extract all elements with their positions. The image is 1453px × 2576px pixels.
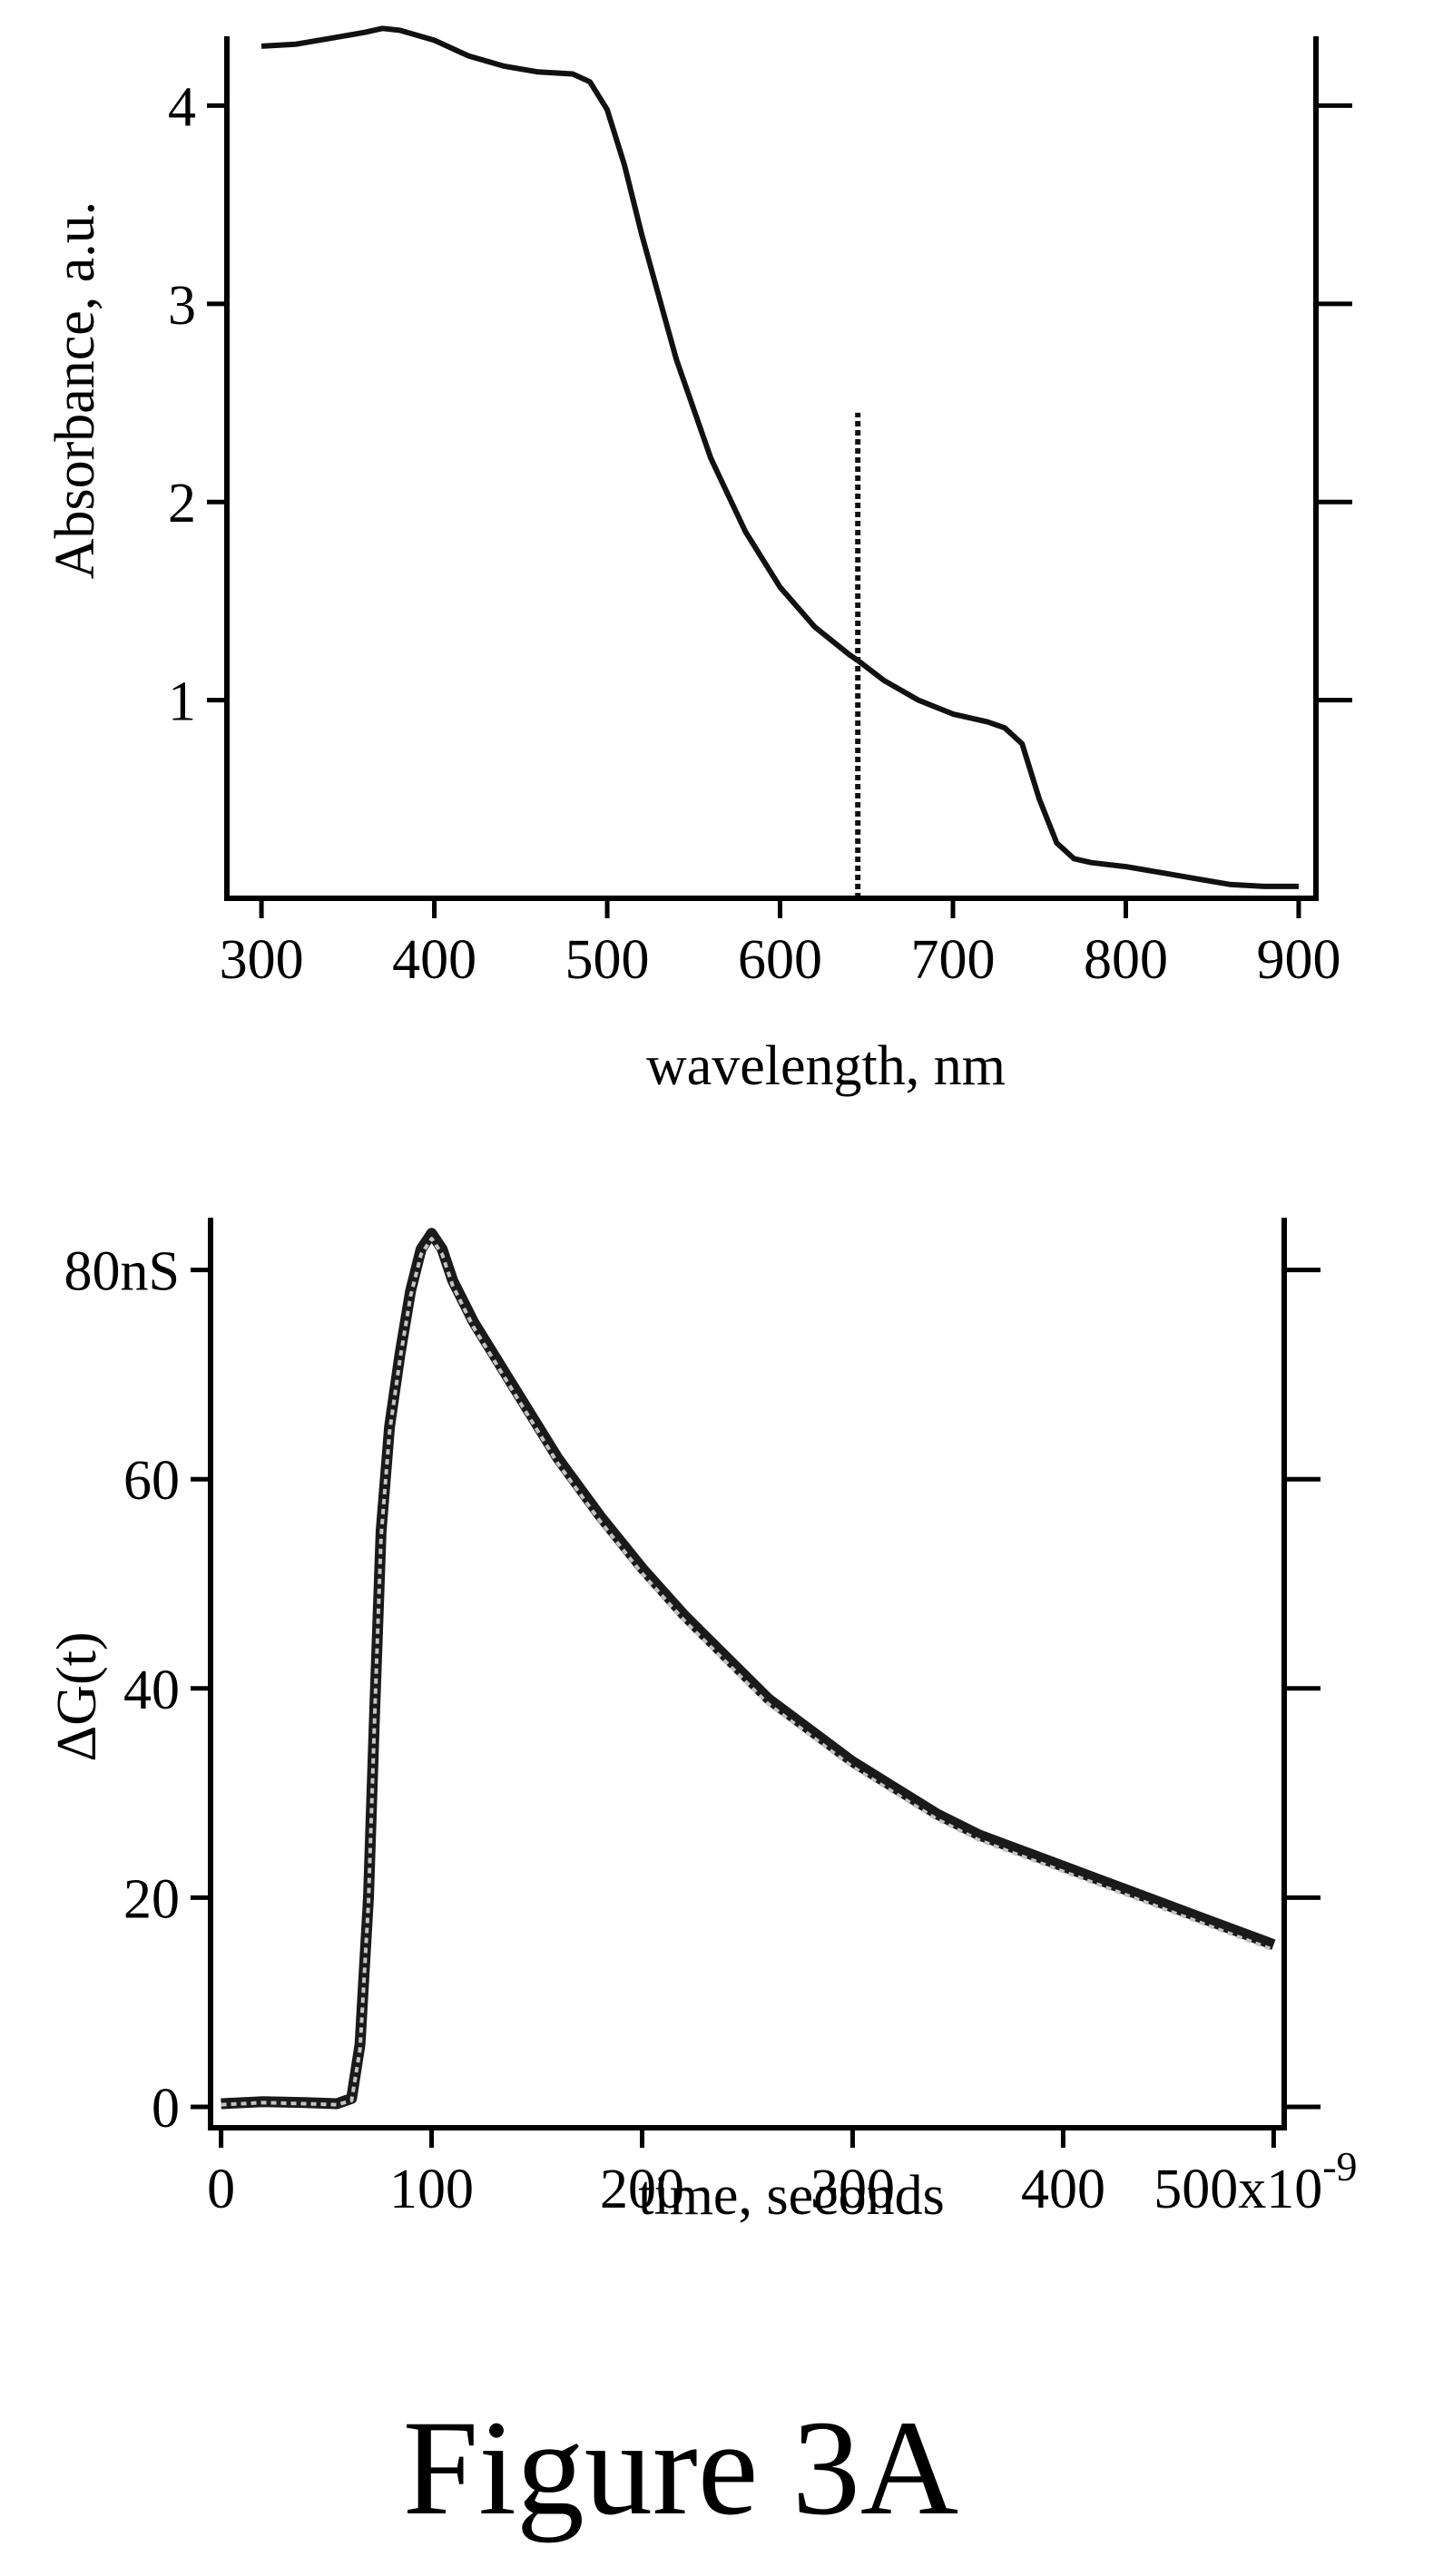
conductance-series-1 — [221, 1237, 1275, 2107]
absorbance-x-tick-label: 600 — [738, 929, 822, 991]
conductance-y-tick-label: 60 — [123, 1450, 180, 1512]
absorbance-y-tick-label: 2 — [168, 473, 196, 534]
absorbance-x-axis-title: wavelength, nm — [646, 1035, 1006, 1097]
conductance-y-ticks: 0 20 40 60 80nS — [64, 1241, 1320, 2140]
conductance-axes-frame — [208, 1218, 1287, 2130]
conductance-x-axis-title: time, seconds — [638, 2165, 945, 2227]
absorbance-series-group — [260, 25, 1299, 898]
conductance-x-ticks: 0 100 200 300 400 500x10-9 — [207, 2128, 1358, 2220]
conductance-x-tick-label: 300 — [810, 2159, 895, 2220]
conductance-y-tick-label: 0 — [152, 2078, 180, 2140]
conductance-x-tick-label: 500x10-9 — [1154, 2143, 1357, 2220]
conductance-chart: 0 100 200 300 400 500x10-9 0 20 40 60 80nS time, … — [46, 1218, 1358, 2227]
absorbance-chart: 300 400 500 600 700 800 900 1 2 3 4 wavelength, n… — [44, 25, 1352, 1097]
conductance-series-group — [221, 1228, 1276, 2110]
absorbance-y-axis-title: Absorbance, a.u. — [44, 201, 106, 580]
absorbance-x-tick-label: 400 — [392, 929, 476, 991]
absorbance-x-tick-label: 800 — [1084, 929, 1168, 991]
conductance-y-tick-label: 40 — [123, 1660, 180, 1721]
conductance-y-tick-label: 20 — [123, 1868, 180, 1930]
absorbance-y-tick-label: 1 — [168, 671, 196, 733]
absorbance-series-0 — [260, 25, 1299, 889]
absorbance-y-tick-label: 4 — [168, 76, 196, 138]
absorbance-y-ticks: 1 2 3 4 — [168, 76, 1352, 733]
conductance-x-tick-label: 400 — [1021, 2159, 1105, 2220]
absorbance-x-tick-label: 900 — [1256, 929, 1340, 991]
conductance-x-tick-label: 100 — [389, 2159, 474, 2220]
absorbance-x-tick-label: 500 — [565, 929, 650, 991]
conductance-x-tick-label: 0 — [207, 2159, 235, 2220]
absorbance-y-tick-label: 3 — [168, 275, 196, 337]
absorbance-x-tick-label: 700 — [911, 929, 996, 991]
figure-caption: Figure 3A — [403, 2393, 958, 2543]
conductance-series-0 — [221, 1228, 1276, 2110]
conductance-y-axis-title: ΔG(t) — [46, 1631, 108, 1761]
absorbance-axes-frame — [224, 36, 1319, 901]
conductance-y-tick-label: 80nS — [64, 1241, 180, 1303]
conductance-x-tick-label: 200 — [600, 2159, 684, 2220]
absorbance-x-tick-label: 300 — [220, 929, 304, 991]
absorbance-x-ticks: 300 400 500 600 700 800 900 — [220, 898, 1340, 991]
